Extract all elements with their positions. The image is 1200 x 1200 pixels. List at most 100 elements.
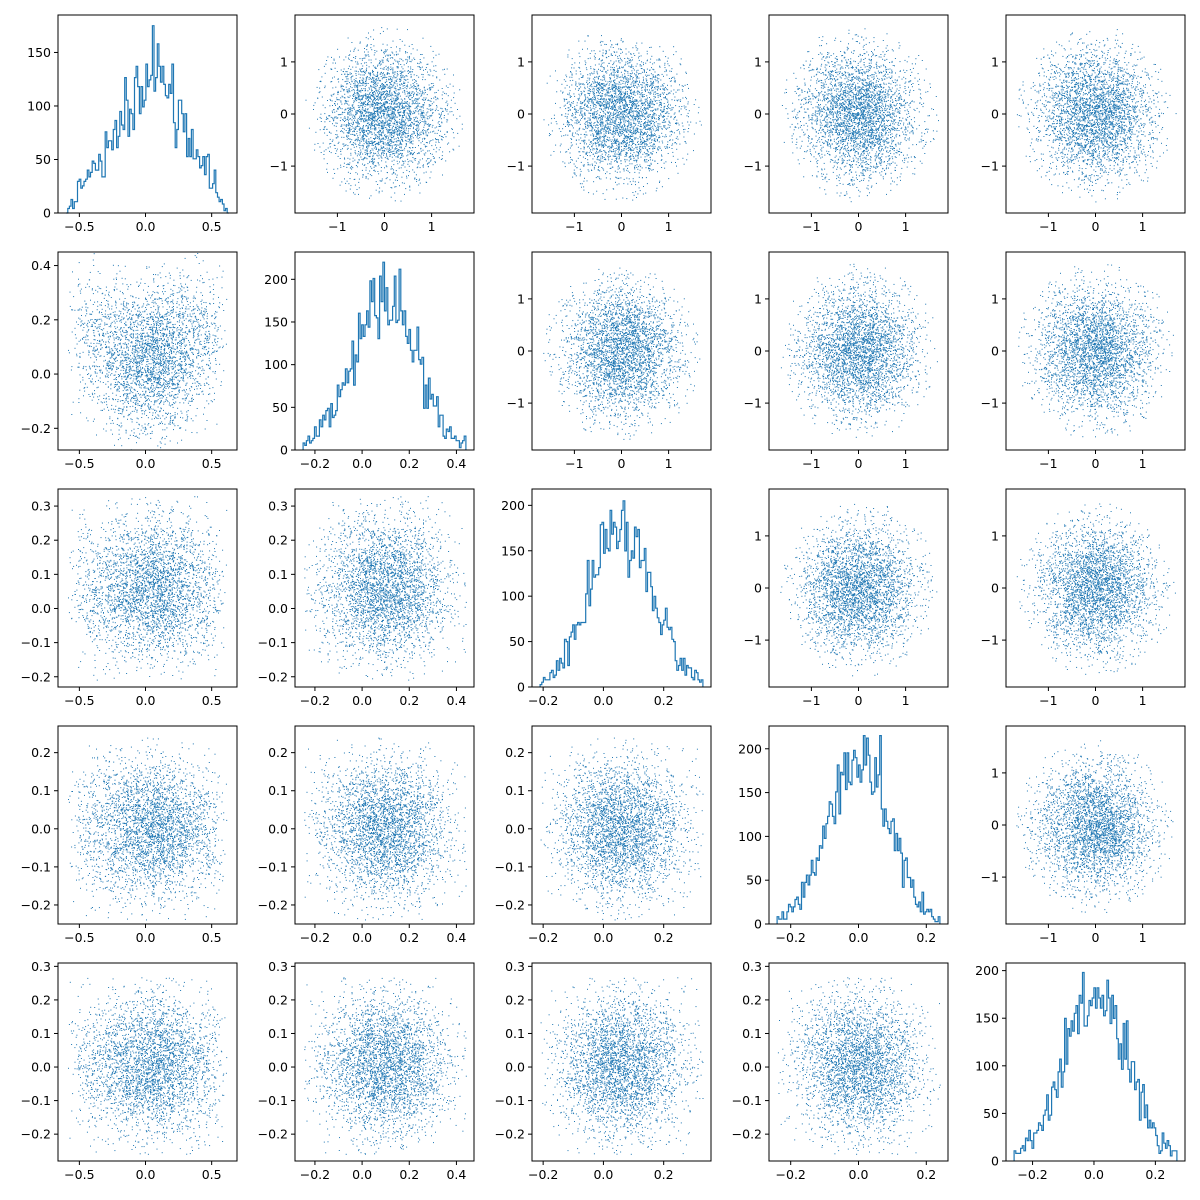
y-tick-label: −0.1 <box>495 1093 525 1108</box>
panel-r4-c1: −0.2 0.0 0.2 0.4−0.2−0.10.00.10.20.3 <box>258 959 474 1182</box>
y-tick-label: −1 <box>744 633 762 648</box>
panel-r3-c4: −1 0 1−101 <box>981 726 1185 945</box>
axes-frame <box>532 963 711 1161</box>
y-tick-label: 0.0 <box>31 367 51 382</box>
y-tick-label: 0 <box>991 581 999 596</box>
scatter-points <box>782 28 939 202</box>
x-tick-label: 0.2 <box>916 1167 936 1182</box>
x-tick-label: 0.4 <box>446 1167 466 1182</box>
y-tick-label: 0.1 <box>268 1026 288 1041</box>
y-tick-label: 200 <box>501 498 525 513</box>
x-tick-label: −0.2 <box>528 1167 558 1182</box>
x-tick-label: −1 <box>802 456 820 471</box>
x-tick-label: 0.0 <box>1084 1167 1104 1182</box>
y-tick-label: 50 <box>509 634 525 649</box>
axes-frame <box>295 726 474 924</box>
x-tick-label: 0.5 <box>202 930 222 945</box>
x-tick-label: 0 <box>855 219 863 234</box>
y-tick-label: 1 <box>754 291 762 306</box>
y-tick-label: 0.1 <box>505 1026 525 1041</box>
y-tick-label: 0.1 <box>268 567 288 582</box>
y-tick-label: 50 <box>746 873 762 888</box>
y-tick-label: 0 <box>991 344 999 359</box>
panel-r0-c2: −1 0 1−101 <box>507 15 711 234</box>
x-tick-label: 0.0 <box>849 930 869 945</box>
x-tick-label: 0.2 <box>654 693 674 708</box>
y-tick-label: 0.1 <box>268 783 288 798</box>
scatter-points <box>306 27 463 202</box>
scatter-points <box>781 264 938 438</box>
x-tick-label: −0.2 <box>776 1167 806 1182</box>
panel-r2-c0: −0.5 0.0 0.5−0.2−0.10.00.10.20.3 <box>21 489 237 708</box>
y-tick-label: −1 <box>507 396 525 411</box>
y-tick-label: 0 <box>991 818 999 833</box>
x-tick-label: 0.0 <box>136 1167 156 1182</box>
y-tick-label: −1 <box>507 159 525 174</box>
panel-r3-c0: −0.5 0.0 0.5−0.2−0.10.00.10.2 <box>21 726 237 945</box>
y-tick-label: −1 <box>981 396 999 411</box>
x-tick-label: −0.5 <box>64 219 94 234</box>
panel-r2-c1: −0.2 0.0 0.2 0.4−0.2−0.10.00.10.20.3 <box>258 489 474 708</box>
y-tick-label: 200 <box>738 741 762 756</box>
panel-r1-c0: −0.5 0.0 0.5−0.20.00.20.4 <box>21 252 237 471</box>
x-tick-label: −1 <box>802 693 820 708</box>
y-tick-label: 0.0 <box>505 821 525 836</box>
scatter-points <box>304 738 467 921</box>
y-tick-label: 0.2 <box>268 745 288 760</box>
y-tick-label: −0.1 <box>21 859 51 874</box>
y-tick-label: 0 <box>991 107 999 122</box>
y-tick-label: 1 <box>517 54 525 69</box>
x-tick-label: 0.0 <box>136 693 156 708</box>
y-tick-label: 150 <box>264 314 288 329</box>
x-tick-label: −1 <box>565 456 583 471</box>
y-tick-label: 1 <box>991 54 999 69</box>
y-tick-label: 0.2 <box>505 992 525 1007</box>
x-tick-label: 0.2 <box>654 930 674 945</box>
x-tick-label: 0.4 <box>446 693 466 708</box>
y-tick-label: 0.1 <box>31 783 51 798</box>
y-tick-label: 0 <box>280 443 288 458</box>
y-tick-label: 0.2 <box>31 745 51 760</box>
x-tick-label: 0.2 <box>916 930 936 945</box>
y-tick-label: 0.0 <box>268 1060 288 1075</box>
x-tick-label: −1 <box>1039 219 1057 234</box>
axes-frame <box>58 252 237 450</box>
y-tick-label: 100 <box>975 1058 999 1073</box>
x-tick-label: 0.2 <box>399 1167 419 1182</box>
y-tick-label: 0 <box>754 344 762 359</box>
y-tick-label: 0.2 <box>31 312 51 327</box>
x-tick-label: 1 <box>665 456 673 471</box>
axes-frame <box>58 15 237 213</box>
y-tick-label: 50 <box>35 152 51 167</box>
x-tick-label: −1 <box>802 219 820 234</box>
axes-frame <box>769 252 948 450</box>
y-tick-label: 0.2 <box>31 533 51 548</box>
y-tick-label: 0.2 <box>742 992 762 1007</box>
x-tick-label: −0.5 <box>64 930 94 945</box>
y-tick-label: 1 <box>991 528 999 543</box>
y-tick-label: 150 <box>975 1011 999 1026</box>
x-tick-label: 0.2 <box>1145 1167 1165 1182</box>
x-tick-label: 1 <box>902 693 910 708</box>
y-tick-label: −0.2 <box>21 669 51 684</box>
scatter-points <box>541 977 704 1155</box>
x-tick-label: 0.0 <box>136 219 156 234</box>
y-tick-label: 1 <box>991 291 999 306</box>
y-tick-label: 0 <box>280 107 288 122</box>
x-tick-label: 0.5 <box>202 1167 222 1182</box>
y-tick-label: 0.3 <box>268 959 288 974</box>
x-tick-label: 0 <box>381 219 389 234</box>
y-tick-label: −1 <box>270 159 288 174</box>
y-tick-label: 0 <box>517 680 525 695</box>
y-tick-label: 1 <box>517 291 525 306</box>
panel-r2-c3: −1 0 1−101 <box>744 489 948 708</box>
panel-r0-c3: −1 0 1−101 <box>744 15 948 234</box>
x-tick-label: 0 <box>1092 930 1100 945</box>
panel-r1-c3: −1 0 1−101 <box>744 252 948 471</box>
y-tick-label: 0.0 <box>31 1060 51 1075</box>
y-tick-label: 0 <box>517 344 525 359</box>
